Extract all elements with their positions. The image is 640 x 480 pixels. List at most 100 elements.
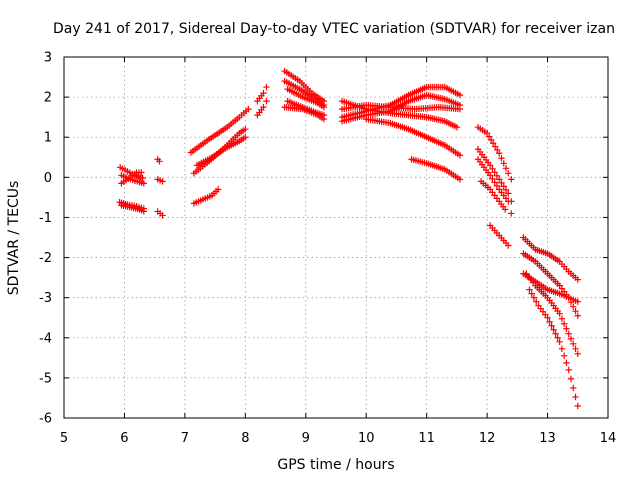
data-point <box>552 330 559 337</box>
data-point <box>491 179 498 186</box>
y-tick-label: 0 <box>44 171 52 186</box>
x-tick-label: 14 <box>600 431 617 446</box>
x-tick-label: 13 <box>539 431 556 446</box>
data-point <box>156 158 163 165</box>
y-tick-label: -5 <box>39 371 52 386</box>
data-point <box>242 126 249 133</box>
data-point <box>260 103 267 111</box>
data-point <box>485 133 493 140</box>
data-point <box>505 170 512 177</box>
data-point <box>570 303 577 310</box>
series-track-09 <box>187 105 252 156</box>
data-point <box>489 140 497 147</box>
data-point <box>528 290 535 297</box>
chart-title: Day 241 of 2017, Sidereal Day-to-day VTE… <box>53 21 615 37</box>
data-point <box>140 180 147 187</box>
series-track-06 <box>154 156 163 165</box>
data-point <box>570 384 577 392</box>
data-point <box>159 178 166 185</box>
data-point <box>558 315 566 322</box>
data-point <box>453 123 461 131</box>
data-point <box>320 115 328 123</box>
data-point <box>493 172 501 180</box>
data-point <box>505 190 512 197</box>
data-point <box>574 312 581 319</box>
data-point <box>263 83 270 91</box>
x-tick-label: 7 <box>181 431 189 446</box>
series-track-24 <box>363 115 464 159</box>
y-tick-label: -6 <box>39 412 52 427</box>
series-track-29 <box>477 178 509 213</box>
data-points <box>116 67 581 410</box>
data-point <box>456 91 464 99</box>
data-point <box>214 186 222 193</box>
data-point <box>560 352 568 360</box>
x-tick-label: 12 <box>479 431 496 446</box>
data-point <box>556 338 563 345</box>
x-tick-label: 8 <box>241 431 249 446</box>
data-point <box>140 208 147 215</box>
data-point <box>508 210 515 217</box>
y-axis-label: SDTVAR / TECUs <box>6 181 22 296</box>
data-point <box>500 183 507 190</box>
series-track-13 <box>254 83 270 105</box>
x-tick-label: 6 <box>120 431 128 446</box>
series-track-26 <box>474 123 515 183</box>
series-track-03 <box>118 169 145 187</box>
data-point <box>138 169 145 176</box>
series-track-25 <box>408 156 464 183</box>
data-point <box>572 308 579 315</box>
data-point <box>558 345 566 353</box>
data-point <box>563 359 570 367</box>
data-point <box>567 375 575 383</box>
data-point <box>491 169 498 176</box>
data-point <box>245 105 252 113</box>
series-track-07 <box>154 176 166 185</box>
y-tick-label: -3 <box>39 291 52 306</box>
data-point <box>550 326 557 333</box>
data-point <box>489 175 496 183</box>
data-point <box>493 182 501 190</box>
data-point <box>487 136 495 144</box>
x-tick-label: 9 <box>302 431 310 446</box>
data-point <box>572 393 579 401</box>
series-track-05 <box>118 202 147 215</box>
y-tick-label: -4 <box>39 331 52 346</box>
data-point <box>574 402 581 410</box>
data-point <box>486 172 494 179</box>
series-track-34 <box>523 270 581 358</box>
data-point <box>526 286 533 293</box>
series-track-28 <box>474 156 515 217</box>
series-track-17 <box>284 85 328 111</box>
series-track-31 <box>520 234 581 283</box>
data-point <box>500 160 507 167</box>
data-point <box>242 134 249 141</box>
data-point <box>533 298 540 305</box>
data-point <box>496 176 503 183</box>
y-tick-label: -2 <box>39 251 52 266</box>
data-point <box>574 276 581 283</box>
data-point <box>483 130 491 137</box>
series-track-14 <box>254 97 270 119</box>
data-point <box>456 101 464 109</box>
data-point <box>320 103 328 111</box>
series-track-35 <box>526 286 581 410</box>
data-point <box>486 162 494 169</box>
data-point <box>508 176 515 183</box>
data-point <box>565 330 572 337</box>
data-point <box>260 89 267 97</box>
series-track-15 <box>281 67 328 105</box>
data-point <box>498 179 505 187</box>
y-tick-label: 3 <box>44 51 52 66</box>
data-point <box>502 206 509 213</box>
plot-frame <box>63 56 609 419</box>
data-point <box>489 165 496 173</box>
data-point <box>498 155 505 162</box>
data-point <box>563 325 570 332</box>
data-point <box>560 320 568 327</box>
data-point <box>554 334 561 341</box>
data-point <box>505 198 512 205</box>
series-track-23 <box>338 91 464 125</box>
data-point <box>544 314 551 321</box>
